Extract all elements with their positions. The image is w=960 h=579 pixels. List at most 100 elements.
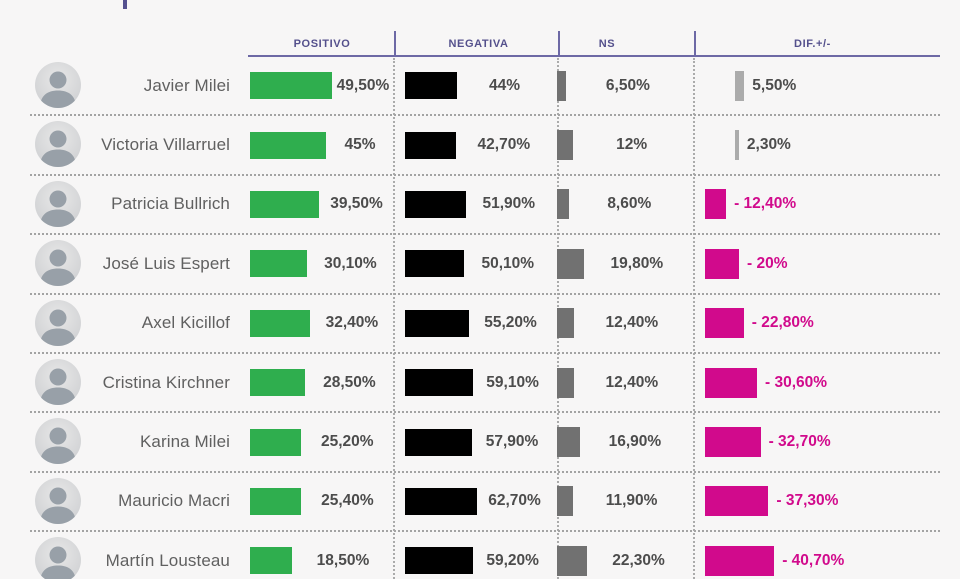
dif-value: - 30,60% <box>765 373 828 391</box>
avatar <box>35 121 81 168</box>
person-silhouette-icon <box>40 249 76 287</box>
negativa-bar <box>405 369 474 397</box>
column-header-positivo: POSITIVO <box>293 38 351 50</box>
positivo-value: 30,10% <box>324 254 377 272</box>
avatar <box>35 180 81 227</box>
ns-cell: 12,40% <box>557 354 690 411</box>
negativa-cell: 44% <box>405 57 552 114</box>
positivo-value: 32,40% <box>325 314 379 332</box>
positivo-bar <box>250 487 301 515</box>
ns-cell: 19,80% <box>557 235 690 292</box>
positivo-cell: 25,20% <box>250 413 394 470</box>
person-name: Patricia Bullrich <box>111 194 230 214</box>
ns-value: 19,80% <box>610 254 664 272</box>
person-silhouette-icon <box>40 368 76 405</box>
positivo-bar <box>250 428 301 456</box>
positivo-value: 28,50% <box>323 373 376 391</box>
negativa-value: 57,90% <box>485 433 539 451</box>
dif-bar <box>705 545 775 576</box>
header-divider-tick <box>558 31 560 56</box>
negativa-bar <box>405 131 456 159</box>
negativa-value: 44% <box>489 76 521 94</box>
ns-cell: 8,60% <box>557 176 690 233</box>
ns-value: 8,60% <box>607 195 652 213</box>
dif-value: - 32,70% <box>768 433 831 451</box>
negativa-cell: 57,90% <box>405 413 552 470</box>
person-name: José Luis Espert <box>102 253 230 273</box>
ns-bar <box>557 545 588 576</box>
positivo-cell: 45% <box>250 116 394 173</box>
table-row: Patricia Bullrich 39,50% 51,90% 8,60% - … <box>30 176 940 236</box>
negativa-value: 42,70% <box>477 136 531 154</box>
table-row: Cristina Kirchner 28,50% 59,10% 12,40% -… <box>30 354 940 414</box>
ns-bar <box>557 248 584 279</box>
negativa-value: 51,90% <box>482 195 536 213</box>
positivo-bar <box>250 250 307 278</box>
positivo-bar <box>250 190 319 218</box>
positivo-bar <box>250 547 292 575</box>
negativa-value: 55,20% <box>484 314 537 332</box>
ns-value: 12,40% <box>605 373 659 391</box>
dif-bar <box>705 248 739 279</box>
person-silhouette-icon <box>40 487 76 524</box>
ns-bar <box>557 189 569 220</box>
avatar <box>35 62 81 108</box>
negativa-bar <box>405 428 472 456</box>
negativa-cell: 62,70% <box>405 473 552 530</box>
ns-cell: 16,90% <box>557 413 690 470</box>
person-silhouette-icon <box>40 190 76 227</box>
dif-value: 5,50% <box>752 76 797 94</box>
negativa-bar <box>405 250 464 278</box>
avatar <box>35 418 81 465</box>
table-row: Karina Milei 25,20% 57,90% 16,90% - 32,7… <box>30 413 940 473</box>
negativa-bar <box>405 487 478 515</box>
dif-value: - 37,30% <box>776 492 839 510</box>
positivo-cell: 18,50% <box>250 532 394 579</box>
positivo-cell: 32,40% <box>250 295 394 352</box>
ns-value: 11,90% <box>605 492 658 510</box>
table-row: José Luis Espert 30,10% 50,10% 19,80% - … <box>30 235 940 295</box>
dif-bar <box>735 130 739 161</box>
positivo-bar <box>250 131 327 159</box>
dif-bar <box>705 367 757 398</box>
dif-value: - 40,70% <box>782 551 845 569</box>
negativa-cell: 59,10% <box>405 354 552 411</box>
avatar <box>35 537 81 579</box>
ns-value: 12,40% <box>605 314 659 332</box>
negativa-bar <box>405 190 466 218</box>
table-row: Axel Kicillof 32,40% 55,20% 12,40% - 22,… <box>30 295 940 354</box>
positivo-cell: 30,10% <box>250 235 394 292</box>
table-row: Victoria Villarruel 45% 42,70% 12% 2,30% <box>30 116 940 176</box>
negativa-cell: 51,90% <box>405 176 552 233</box>
positivo-value: 49,50% <box>336 76 390 94</box>
avatar <box>35 358 81 405</box>
dif-cell: - 12,40% <box>705 176 940 233</box>
person-silhouette-icon <box>40 71 76 108</box>
cropped-title-fragment <box>123 0 127 9</box>
ns-cell: 11,90% <box>557 473 690 530</box>
negativa-cell: 55,20% <box>405 295 552 352</box>
table-row: Mauricio Macri 25,40% 62,70% 11,90% - 37… <box>30 473 940 533</box>
ns-value: 6,50% <box>605 76 650 94</box>
dif-cell: 2,30% <box>705 116 940 173</box>
column-header-dif: DIF.+/- <box>794 38 831 50</box>
positivo-cell: 25,40% <box>250 473 394 530</box>
dif-cell: - 40,70% <box>705 532 940 579</box>
person-name: Mauricio Macri <box>118 491 230 511</box>
ns-bar <box>557 367 574 398</box>
negativa-bar <box>405 547 474 575</box>
negativa-cell: 50,10% <box>405 235 552 292</box>
ns-cell: 22,30% <box>557 532 690 579</box>
ns-value: 22,30% <box>612 551 665 569</box>
positivo-cell: 49,50% <box>250 57 394 114</box>
ns-cell: 12,40% <box>557 295 690 352</box>
person-name: Javier Milei <box>143 75 230 95</box>
table-row: Martín Lousteau 18,50% 59,20% 22,30% - 4… <box>30 532 940 579</box>
positivo-cell: 28,50% <box>250 354 394 411</box>
positivo-value: 25,40% <box>321 492 374 510</box>
header-underline <box>248 55 940 57</box>
dif-bar <box>705 308 744 339</box>
rows-container: Javier Milei 49,50% 44% 6,50% 5,50% <box>30 57 940 579</box>
dif-cell: - 20% <box>705 235 940 292</box>
